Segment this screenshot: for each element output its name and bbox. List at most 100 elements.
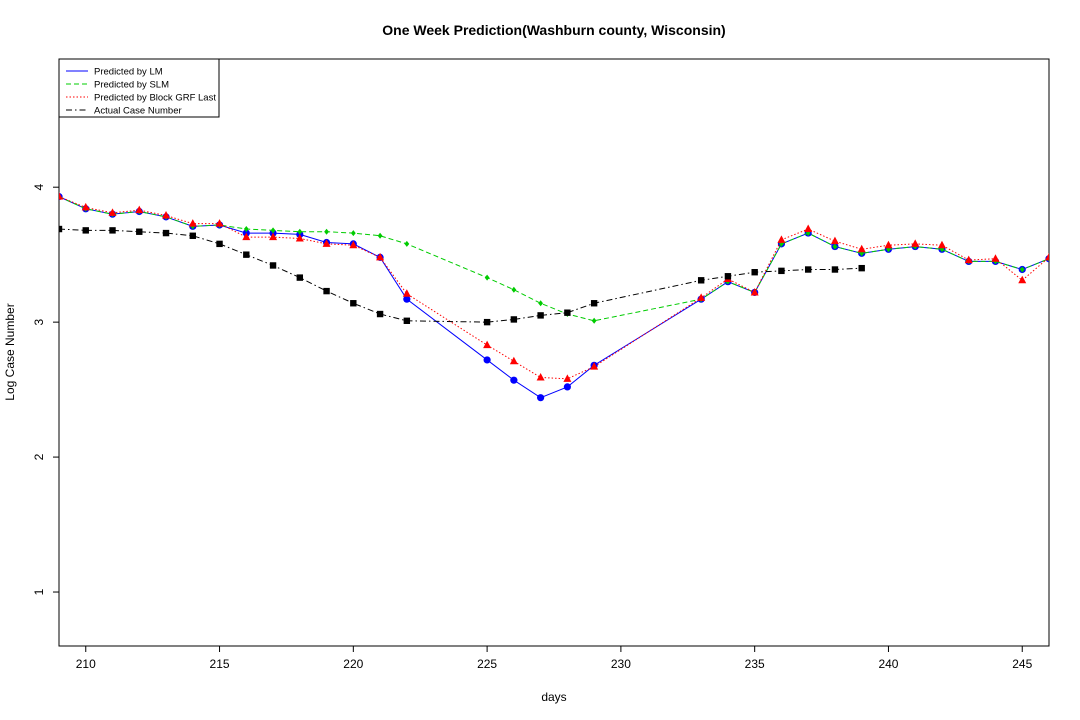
data-point [778, 267, 785, 275]
data-point [857, 244, 866, 253]
data-point [324, 228, 329, 235]
series-3 [59, 192, 1049, 382]
data-point [590, 300, 598, 307]
data-point [323, 287, 330, 295]
data-point [830, 236, 839, 245]
chart-title: One Week Prediction(Washburn county, Wis… [382, 22, 725, 38]
data-point [322, 239, 331, 247]
data-point [403, 317, 411, 324]
data-point [750, 287, 759, 296]
plot-area [58, 58, 1050, 647]
data-point [135, 205, 144, 214]
data-point [483, 340, 492, 349]
data-point [511, 286, 517, 293]
data-point [404, 240, 410, 247]
x-axis: 210 215 220 225 230 235 240 245 [76, 646, 1033, 671]
y-tick-label: 1 [32, 588, 46, 595]
legend-label: Predicted by LM [94, 67, 163, 78]
data-point [697, 293, 706, 301]
data-point [402, 289, 411, 297]
data-point [350, 230, 356, 237]
data-point [162, 211, 171, 219]
x-tick-label: 215 [210, 657, 230, 671]
data-point [108, 208, 117, 216]
data-point [804, 224, 813, 233]
data-point [297, 228, 303, 235]
data-point [537, 312, 544, 319]
y-axis-label: Log Case Number [3, 303, 17, 400]
data-point [563, 383, 571, 391]
data-point [1045, 252, 1049, 261]
data-point [270, 227, 276, 234]
legend-label: Predicted by Block GRF Last [94, 93, 216, 104]
data-point [509, 356, 518, 365]
data-point [188, 219, 197, 227]
legend-label: Predicted by SLM [94, 80, 169, 91]
series-line [59, 196, 1049, 399]
series-1 [59, 193, 1049, 402]
series-line [59, 228, 862, 323]
data-point [82, 227, 89, 234]
data-point [831, 266, 839, 273]
x-tick-label: 230 [611, 657, 631, 671]
data-point [109, 227, 116, 234]
data-point [59, 192, 63, 200]
y-tick-label: 2 [32, 453, 46, 460]
data-point [350, 300, 357, 307]
data-point [295, 233, 304, 242]
series-2 [59, 193, 1049, 324]
data-point [1019, 266, 1025, 273]
data-point [991, 254, 1000, 262]
data-point [537, 394, 545, 402]
data-point [484, 274, 490, 281]
series-layer [59, 192, 1049, 402]
data-point [376, 252, 385, 261]
data-point [536, 372, 545, 381]
data-point [81, 202, 90, 211]
y-tick-label: 4 [32, 184, 46, 191]
data-point [483, 356, 491, 364]
data-point [189, 232, 196, 239]
x-tick-label: 235 [745, 657, 765, 671]
data-point [243, 226, 249, 233]
data-point [377, 232, 383, 239]
data-point [269, 232, 278, 241]
data-point [376, 310, 384, 318]
data-point [1018, 275, 1027, 284]
data-point [538, 300, 544, 307]
data-point [510, 376, 518, 384]
data-point [751, 269, 758, 276]
data-point [243, 251, 250, 258]
data-point [349, 240, 358, 249]
x-tick-label: 220 [343, 657, 363, 671]
x-tick-label: 225 [477, 657, 497, 671]
legend-label: Actual Case Number [94, 106, 182, 117]
data-point [216, 240, 223, 248]
x-tick-label: 245 [1012, 657, 1032, 671]
data-point [215, 219, 224, 227]
data-point [911, 239, 920, 247]
data-point [564, 309, 571, 316]
x-axis-label: days [541, 690, 566, 704]
x-tick-label: 240 [878, 657, 898, 671]
data-point [563, 374, 572, 382]
data-point [590, 362, 599, 370]
data-point [242, 232, 251, 241]
data-point [777, 235, 786, 243]
data-point [804, 266, 812, 273]
y-axis: 1 2 3 4 [32, 184, 59, 595]
data-point [858, 264, 865, 272]
data-point [269, 262, 277, 269]
data-point [296, 274, 304, 281]
legend-box [58, 58, 220, 118]
series-4 [59, 225, 865, 326]
data-point [591, 317, 597, 324]
legend: Predicted by LM Predicted by SLM Predicted… [58, 58, 220, 118]
data-point [832, 243, 838, 250]
data-point [162, 229, 170, 237]
series-line [59, 196, 1049, 380]
y-tick-label: 3 [32, 318, 46, 325]
series-line [59, 196, 1049, 322]
data-point [697, 277, 705, 284]
x-tick-label: 210 [76, 657, 96, 671]
